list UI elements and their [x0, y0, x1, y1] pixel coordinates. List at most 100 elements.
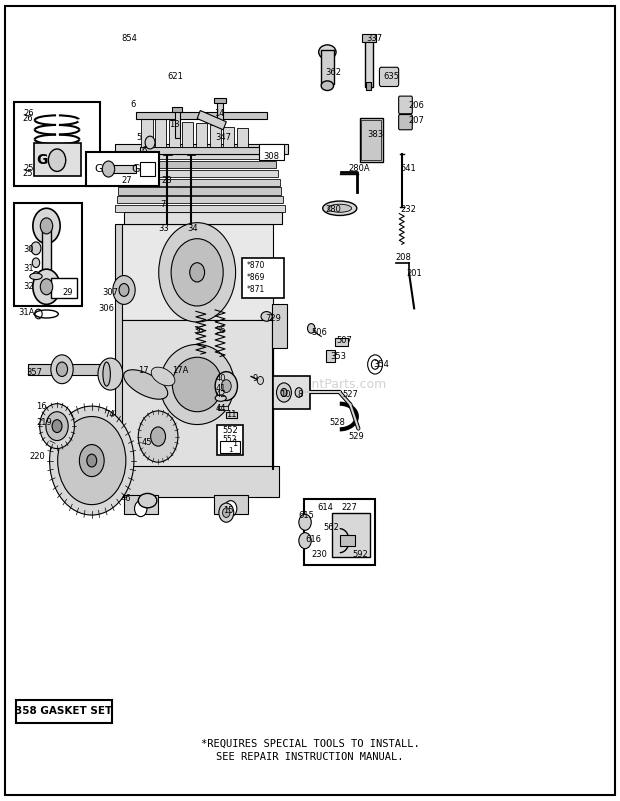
Bar — [140, 162, 155, 176]
Text: 25: 25 — [24, 163, 34, 173]
Bar — [273, 376, 310, 409]
Text: 74: 74 — [104, 409, 115, 419]
Text: 28: 28 — [161, 175, 172, 185]
Bar — [108, 165, 136, 173]
Text: 562: 562 — [324, 522, 340, 532]
Bar — [124, 161, 276, 168]
Bar — [340, 535, 355, 546]
Text: 854: 854 — [121, 34, 137, 43]
Text: 6: 6 — [130, 99, 136, 109]
Bar — [214, 98, 226, 103]
Bar — [304, 499, 375, 565]
Bar — [86, 152, 159, 186]
Bar — [214, 495, 248, 514]
Text: 729: 729 — [265, 314, 281, 324]
Text: 27: 27 — [121, 175, 131, 185]
Ellipse shape — [323, 201, 357, 215]
Text: 280: 280 — [326, 205, 342, 215]
Circle shape — [31, 242, 41, 255]
Text: 201: 201 — [406, 269, 422, 279]
Bar — [121, 320, 273, 469]
Text: G: G — [94, 164, 103, 174]
Ellipse shape — [123, 370, 168, 399]
Text: 46: 46 — [121, 493, 131, 503]
Circle shape — [308, 324, 315, 333]
Text: 26: 26 — [24, 109, 34, 119]
Circle shape — [119, 284, 129, 296]
Bar — [122, 170, 278, 177]
Text: 16: 16 — [36, 402, 46, 412]
Bar — [259, 144, 284, 160]
Text: *869: *869 — [247, 273, 265, 283]
Circle shape — [40, 279, 53, 295]
Bar — [326, 350, 335, 362]
Bar — [28, 364, 118, 375]
Text: *REQUIRES SPECIAL TOOLS TO INSTALL.: *REQUIRES SPECIAL TOOLS TO INSTALL. — [201, 739, 419, 748]
Circle shape — [299, 533, 311, 549]
Bar — [272, 320, 273, 469]
Text: 615: 615 — [299, 511, 315, 521]
Circle shape — [151, 427, 166, 446]
Bar — [163, 151, 172, 155]
Circle shape — [215, 372, 237, 400]
Text: 6: 6 — [141, 146, 147, 155]
Text: eReplacementParts.com: eReplacementParts.com — [234, 378, 386, 391]
Bar — [175, 110, 180, 138]
Bar — [115, 144, 288, 154]
Text: SEE REPAIR INSTRUCTION MANUAL.: SEE REPAIR INSTRUCTION MANUAL. — [216, 752, 404, 762]
Bar — [242, 258, 284, 298]
Bar — [272, 304, 287, 348]
Text: 230: 230 — [311, 549, 327, 559]
Circle shape — [224, 501, 237, 517]
Ellipse shape — [30, 273, 42, 280]
Circle shape — [190, 263, 205, 282]
Text: 34: 34 — [187, 223, 198, 233]
Bar — [155, 119, 166, 147]
Text: 528: 528 — [330, 418, 346, 428]
Text: 354: 354 — [373, 360, 389, 369]
Text: 17: 17 — [138, 365, 148, 375]
Text: 13: 13 — [169, 119, 179, 129]
Text: 15: 15 — [223, 505, 234, 515]
Circle shape — [281, 388, 287, 396]
Text: 5: 5 — [136, 133, 141, 143]
Bar — [169, 120, 180, 147]
Ellipse shape — [215, 395, 226, 401]
Text: 31: 31 — [24, 264, 34, 273]
Text: 9: 9 — [253, 373, 258, 383]
Bar — [14, 102, 100, 186]
Text: 592: 592 — [352, 549, 368, 559]
Bar — [140, 147, 276, 154]
Bar — [14, 203, 82, 306]
Circle shape — [257, 376, 264, 384]
Text: 41: 41 — [216, 384, 226, 393]
Circle shape — [56, 362, 68, 376]
Text: G: G — [36, 153, 47, 167]
Text: 36: 36 — [193, 325, 204, 335]
Text: 552: 552 — [222, 426, 237, 436]
Text: 208: 208 — [396, 253, 412, 263]
Ellipse shape — [160, 344, 234, 425]
Circle shape — [98, 358, 123, 390]
Text: 17A: 17A — [172, 365, 188, 375]
Circle shape — [58, 417, 126, 505]
Text: 7: 7 — [160, 199, 166, 209]
Text: 207: 207 — [408, 115, 424, 125]
Text: 383: 383 — [367, 130, 383, 139]
Bar — [117, 196, 283, 203]
Bar — [115, 466, 279, 497]
Ellipse shape — [319, 45, 336, 59]
Text: 307: 307 — [102, 288, 118, 297]
Text: 25: 25 — [22, 169, 33, 178]
Circle shape — [135, 501, 147, 517]
Text: 10: 10 — [280, 389, 291, 399]
Text: 308: 308 — [264, 151, 280, 161]
Text: 1: 1 — [232, 439, 237, 449]
Text: 8: 8 — [298, 389, 303, 399]
Bar — [332, 513, 370, 557]
Text: 227: 227 — [341, 503, 357, 513]
Circle shape — [46, 412, 68, 441]
Text: 506: 506 — [311, 328, 327, 337]
Ellipse shape — [172, 357, 222, 412]
Bar — [217, 100, 223, 124]
